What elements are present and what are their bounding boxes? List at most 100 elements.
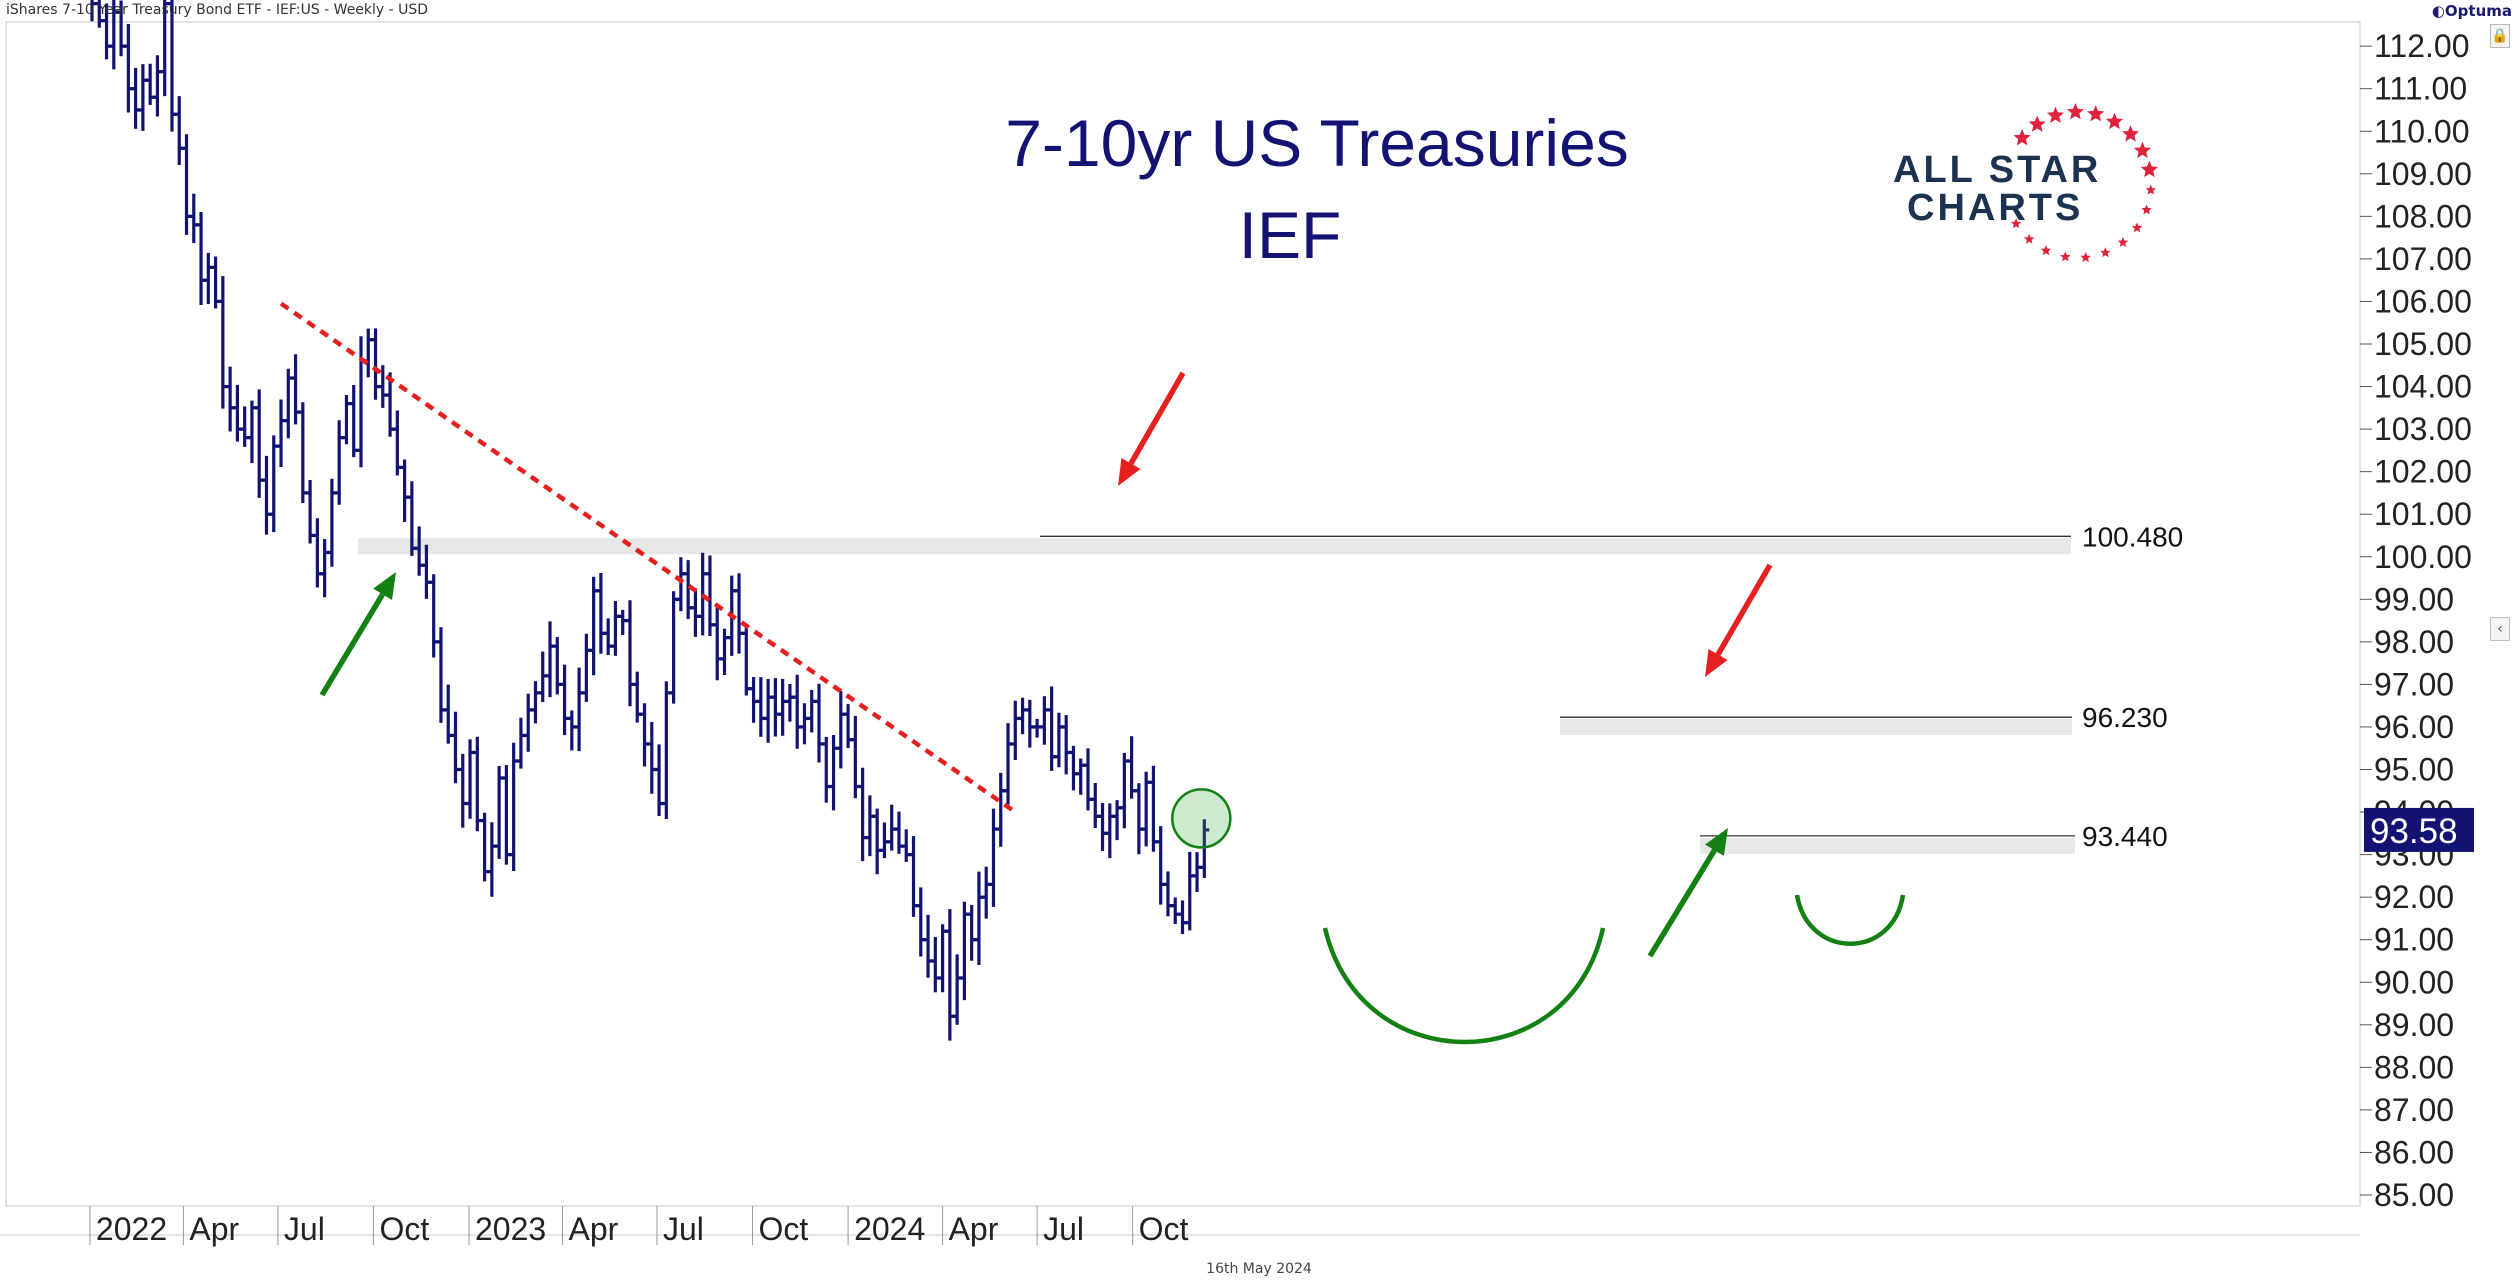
red-arrow-icon: [1705, 563, 1773, 677]
y-tick-label: 97.00: [2374, 666, 2454, 702]
x-tick-label: Oct: [1139, 1211, 1189, 1247]
ohlc-bar: [1104, 803, 1115, 859]
ohlc-bar: [654, 744, 665, 816]
ohlc-bar: [355, 336, 366, 468]
plot-frame: [5, 21, 2361, 1207]
ohlc-bar: [661, 681, 672, 820]
ohlc-bar: [123, 24, 134, 113]
ohlc-bar: [639, 703, 650, 767]
ohlc-bar: [428, 574, 439, 658]
ohlc-bar: [174, 96, 185, 166]
y-tick-label: 107.00: [2374, 241, 2472, 277]
ohlc-bar: [966, 904, 977, 961]
logo-line-1: ALL STAR: [1893, 149, 2101, 191]
ohlc-bar: [944, 909, 955, 1041]
ohlc-bar: [581, 633, 592, 702]
ohlc-bar: [617, 609, 628, 635]
ohlc-bar: [784, 683, 795, 722]
ohlc-bar: [690, 588, 701, 637]
ohlc-bar: [203, 252, 214, 305]
ohlc-bar: [566, 710, 577, 751]
logo-star-icon: [2013, 129, 2031, 146]
level-label: 96.230: [2082, 702, 2168, 733]
ohlc-bar: [457, 753, 468, 828]
ohlc-bar: [973, 871, 984, 965]
level-band: [1560, 719, 2072, 736]
chart-header-title: iShares 7-10 Year Treasury Bond ETF - IE…: [6, 2, 429, 18]
lock-icon[interactable]: 🔒: [2490, 24, 2510, 48]
ohlc-bar: [915, 887, 926, 957]
ohlc-bar: [806, 689, 817, 733]
ohlc-bar: [545, 621, 556, 698]
x-tick-label: 2023: [475, 1211, 546, 1247]
trendline: [279, 301, 1017, 814]
ohlc-bar: [1024, 699, 1035, 748]
ohlc-bar: [595, 572, 606, 654]
ohlc-bar: [319, 539, 330, 598]
ohlc-bar: [995, 772, 1006, 847]
last-price-label: 93.58: [2370, 812, 2458, 851]
ohlc-bar: [1148, 765, 1159, 852]
ohlc-bar: [188, 193, 199, 244]
y-tick-label: 110.00: [2374, 113, 2470, 149]
rounded-bottom-arc: [1794, 894, 1906, 946]
x-tick-label: Oct: [379, 1211, 429, 1247]
y-axis: 85.00 86.00 87.00 88.00 89.00 90.00 91.00 92.00…: [2360, 28, 2472, 1213]
ohlc-bar: [828, 735, 839, 811]
ohlc-bar: [472, 736, 483, 832]
ohlc-bar: [959, 901, 970, 1001]
x-tick-label: Apr: [949, 1211, 999, 1247]
ohlc-bar: [1199, 819, 1210, 878]
ohlc-bar: [857, 767, 868, 862]
y-tick-label: 98.00: [2374, 624, 2454, 660]
ohlc-bar: [196, 211, 207, 305]
ohlc-bar: [1010, 700, 1021, 760]
optuma-logo-icon: ◐: [2431, 2, 2445, 20]
ohlc-bar: [777, 678, 788, 736]
optuma-brand: ◐Optuma: [2432, 2, 2512, 20]
x-tick-label: 2024: [854, 1211, 925, 1247]
ohlc-bar: [1184, 851, 1195, 931]
ohlc-bar: [603, 618, 614, 655]
ohlc-bar: [181, 134, 192, 235]
chart-subtitle: IEF: [1239, 198, 1342, 272]
ohlc-bar: [1162, 871, 1173, 917]
ohlc-bar: [624, 600, 635, 707]
level-band: [1700, 837, 2075, 854]
chevron-left-icon[interactable]: ‹: [2490, 617, 2510, 641]
ohlc-bar: [312, 518, 323, 588]
ohlc-bar: [334, 420, 345, 505]
ohlc-bar: [574, 667, 585, 752]
ohlc-bar: [937, 924, 948, 993]
x-tick-label: 2022: [96, 1211, 167, 1247]
logo-line-2: CHARTS: [1907, 187, 2083, 229]
logo-star-icon: [2145, 184, 2157, 195]
y-tick-label: 101.00: [2374, 496, 2472, 532]
y-tick-label: 106.00: [2374, 283, 2472, 319]
ohlc-bar: [239, 406, 250, 447]
ohlc-bar: [763, 678, 774, 743]
ohlc-bar: [864, 795, 875, 857]
ohlc-bar: [1090, 782, 1101, 828]
x-tick-label: Jul: [663, 1211, 704, 1247]
y-tick-label: 109.00: [2374, 156, 2472, 192]
y-tick-label: 88.00: [2374, 1049, 2454, 1085]
ohlc-bar: [792, 674, 803, 749]
red-arrow-icon: [1118, 371, 1186, 486]
y-tick-label: 86.00: [2374, 1134, 2454, 1170]
ohlc-bar: [1053, 712, 1064, 768]
last-price-tag: 93.58: [2364, 807, 2474, 852]
ohlc-bar: [268, 435, 279, 533]
ohlc-bar: [385, 372, 396, 437]
ohlc-bar: [610, 601, 621, 656]
y-tick-label: 100.00: [2374, 539, 2472, 575]
ohlc-bar: [232, 384, 243, 442]
ohlc-bar: [1061, 715, 1072, 775]
ohlc-bar: [523, 693, 534, 752]
y-tick-label: 99.00: [2374, 581, 2454, 617]
ohlc-bar: [646, 721, 657, 794]
logo-star-icon: [2141, 204, 2152, 215]
ohlc-bar: [225, 366, 236, 432]
logo-star-icon: [2080, 252, 2091, 262]
